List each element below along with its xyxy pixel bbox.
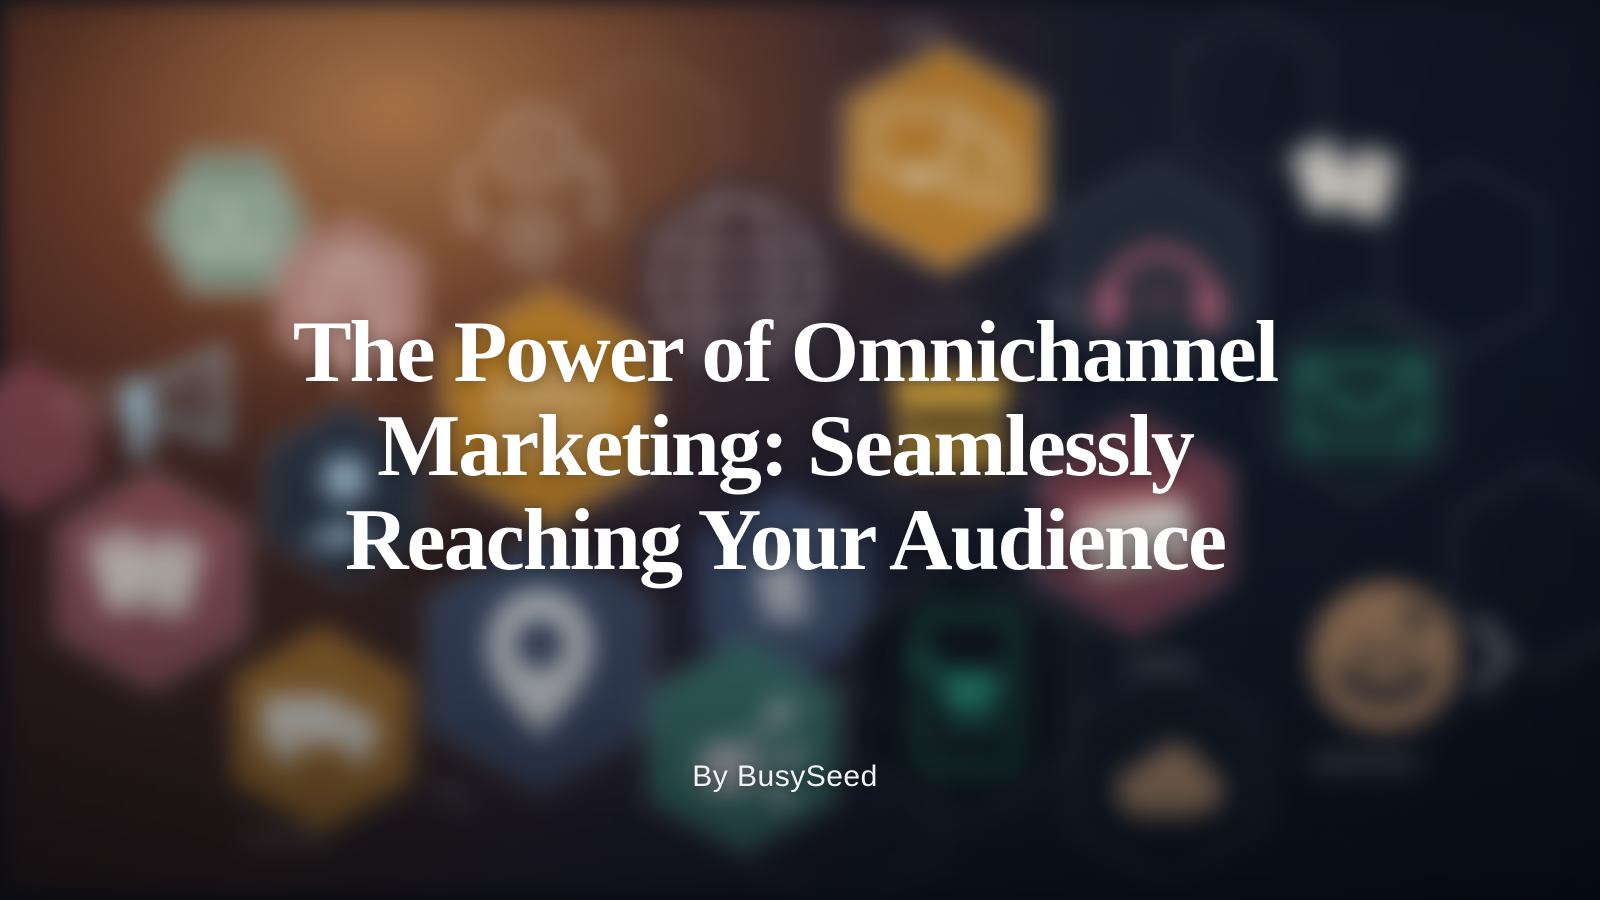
page-title: The Power of Omnichannel Marketing: Seam… [0, 306, 1585, 588]
title-line-3: Reaching Your Audience [344, 492, 1227, 589]
byline: By BusySeed [692, 760, 878, 793]
title-line-2: Marketing: Seamlessly [377, 398, 1195, 495]
title-line-1: The Power of Omnichannel [292, 304, 1279, 401]
